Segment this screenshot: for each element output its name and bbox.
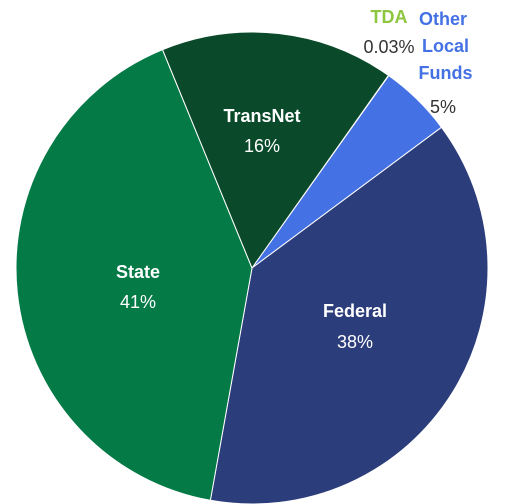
slice-name-line: Other <box>419 9 467 29</box>
slice-value-label: 16% <box>244 136 280 156</box>
pie-slice <box>15 48 253 501</box>
pie-slice <box>161 31 390 270</box>
slice-value-label: 38% <box>337 332 373 352</box>
slice-name: TransNet <box>223 106 300 126</box>
slice-name: Other Local Funds <box>414 9 473 83</box>
slice-value-label: 41% <box>120 292 156 312</box>
pie-slice <box>209 126 489 504</box>
slice-name: State <box>116 262 160 282</box>
slice-value-label: 0.03% <box>363 37 414 57</box>
slice-value-label: 5% <box>430 97 456 117</box>
slice-name: Federal <box>323 301 387 321</box>
slice-name: TDA <box>371 7 408 27</box>
slice-name-line: Local <box>417 36 469 56</box>
slice-name-line: Funds <box>414 63 473 83</box>
